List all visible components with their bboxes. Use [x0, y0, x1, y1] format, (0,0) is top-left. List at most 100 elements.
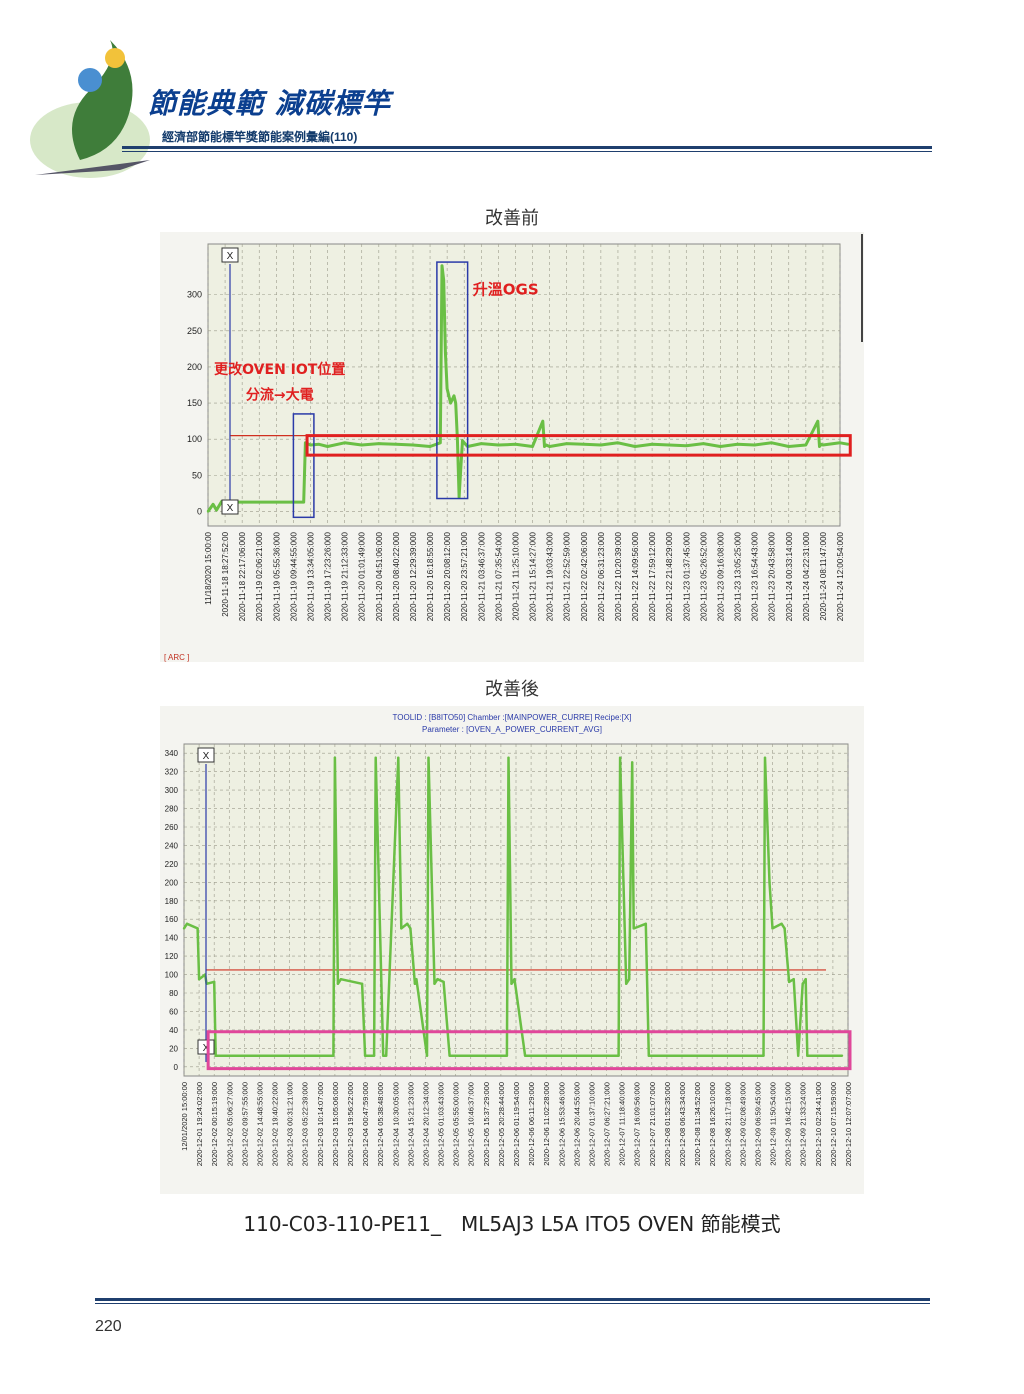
x-tick-label: 2020-12-01 19:24:02:000: [195, 1082, 204, 1166]
data-point: [505, 1054, 509, 1057]
x-tick-label: 2020-11-20 16:18:55:000: [426, 531, 435, 621]
data-point: [449, 1054, 453, 1057]
x-tick-label: 2020-12-06 11:02:28:000: [542, 1082, 551, 1166]
x-tick-label: 2020-12-09 21:33:24:000: [799, 1082, 808, 1166]
data-point: [214, 1054, 217, 1057]
data-point: [625, 982, 628, 985]
cursor-marker-label-1: X: [203, 1043, 210, 1054]
x-tick-label: 2020-12-08 21:17:18:000: [723, 1082, 732, 1166]
data-point: [702, 442, 705, 445]
data-point: [545, 443, 548, 447]
x-tick-label: 2020-11-18 18:27:52:00: [221, 531, 230, 616]
data-point: [753, 443, 756, 447]
data-point: [461, 439, 464, 442]
cursor-marker-label-0: X: [227, 251, 234, 262]
x-tick-label: 2020-11-20 23:57:21:000: [460, 531, 469, 621]
x-tick-label: 2020-12-05 20:28:44:000: [497, 1082, 506, 1166]
bottom-label: [ ARC ]: [164, 653, 189, 662]
x-tick-label: 2020-12-08 16:26:10:000: [708, 1082, 717, 1166]
data-point: [780, 922, 783, 925]
x-tick-label: 2020-11-21 11:25:10:000: [511, 531, 520, 620]
x-tick-label: 2020-12-07 01:37:10:000: [587, 1082, 596, 1166]
cursor-marker-box: [221, 499, 239, 515]
data-point: [197, 978, 201, 981]
x-tick-label: 2020-11-19 17:23:26:000: [324, 531, 333, 621]
y-tick-label: 0: [174, 1063, 179, 1072]
x-tick-label: 2020-12-02 19:40:22:000: [271, 1082, 280, 1166]
data-point: [442, 980, 445, 984]
x-tick-label: 2020-11-21 22:52:59:000: [563, 531, 572, 621]
data-point: [439, 441, 442, 444]
data-point: [628, 978, 631, 981]
data-point: [449, 401, 452, 405]
y-tick-label: 250: [187, 326, 202, 336]
data-point: [631, 761, 634, 764]
header-rule-thin: [122, 151, 932, 152]
chart-before: 0 50 100 150 200 250 300 11/18/2020 15:00:00 202…: [160, 232, 864, 662]
y-tick-label: 100: [187, 434, 202, 444]
x-tick-label: 2020-12-08 01:52:35:000: [663, 1082, 672, 1166]
annotation-iot-2: 分流→大電: [246, 386, 314, 403]
x-tick-label: 2020-11-20 12:29:39:000: [409, 531, 418, 621]
x-tick-label: 2020-11-21 19:03:43:000: [546, 531, 555, 621]
header-title: 節能典範 減碳標竿: [148, 87, 391, 120]
data-point: [411, 443, 415, 447]
x-tick-label: 2020-12-05 15:37:29:000: [482, 1082, 491, 1166]
data-point: [507, 756, 510, 759]
x-tick-label: 2020-11-23 09:16:08:000: [716, 531, 725, 621]
data-point: [185, 922, 189, 925]
x-tick-label: 2020-12-10 12:07:07:000: [844, 1082, 853, 1166]
x-tick-label: 2020-12-09 16:42:15:000: [784, 1082, 793, 1166]
data-point: [632, 927, 635, 930]
x-tick-label: 2020-11-24 12:00:54:000: [836, 531, 845, 621]
data-point: [771, 927, 774, 930]
cursor-marker-box: [221, 247, 239, 263]
data-point: [460, 1054, 463, 1057]
data-point: [382, 1054, 385, 1057]
data-point: [343, 441, 346, 444]
data-point: [792, 978, 795, 981]
data-point: [497, 443, 500, 447]
x-tick-label: 2020-11-20 01:01:49:000: [358, 531, 367, 621]
data-point: [787, 980, 791, 984]
x-tick-label: 2020-12-05 10:46:37:000: [467, 1082, 476, 1166]
x-tick-label: 2020-12-02 09:57:55:000: [240, 1082, 249, 1166]
x-tick-label: 2020-11-22 02:42:06:000: [580, 531, 589, 621]
data-point: [302, 500, 305, 504]
x-tick-label: 2020-11-19 21:12:33:000: [341, 531, 350, 621]
data-point: [510, 982, 513, 985]
data-point: [819, 1054, 822, 1057]
x-tick-label: 2020-12-10 02:24:41:000: [814, 1082, 823, 1166]
x-tick-label: 2020-12-05 05:55:00:000: [452, 1082, 461, 1166]
y-tick-label: 320: [165, 768, 179, 777]
y-tick-label: 240: [165, 841, 179, 850]
chart-caption-before: 改善前: [485, 208, 539, 229]
data-point: [452, 394, 456, 397]
data-point: [456, 438, 459, 441]
y-tick-label: 180: [165, 897, 179, 906]
data-point: [440, 264, 444, 267]
x-tick-label: 2020-12-03 00:31:21:000: [286, 1082, 295, 1166]
data-point: [415, 978, 418, 981]
data-point: [650, 443, 654, 446]
data-point: [513, 978, 516, 981]
data-point: [406, 922, 409, 925]
cursor-marker-label-0: X: [203, 751, 210, 762]
data-point: [821, 443, 825, 447]
y-tick-label: 260: [165, 823, 179, 832]
x-tick-label: 2020-11-22 21:48:29:000: [665, 531, 674, 621]
data-point: [783, 927, 786, 930]
x-tick-label: 2020-12-03 10:14:07:000: [316, 1082, 325, 1166]
y-tick-label: 120: [165, 952, 179, 961]
chart-after-svg: TOOLID : [B8ITO50] Chamber :[MAINPOWER_C…: [160, 706, 864, 1194]
data-point: [206, 510, 210, 513]
data-point: [372, 1054, 376, 1057]
x-tick-label: 2020-11-23 16:54:43:000: [751, 531, 760, 621]
x-tick-label: 2020-11-23 13:05:25:000: [734, 531, 743, 621]
x-tick-label: 2020-12-08 11:34:52:000: [693, 1082, 702, 1166]
chart-subtitle: Parameter : [OVEN_A_POWER_CURRENT_AVG]: [422, 725, 602, 734]
data-point: [427, 756, 430, 759]
data-point: [685, 444, 688, 447]
x-tick-label: 2020-12-07 16:09:56:000: [633, 1082, 642, 1166]
data-point: [480, 442, 483, 445]
